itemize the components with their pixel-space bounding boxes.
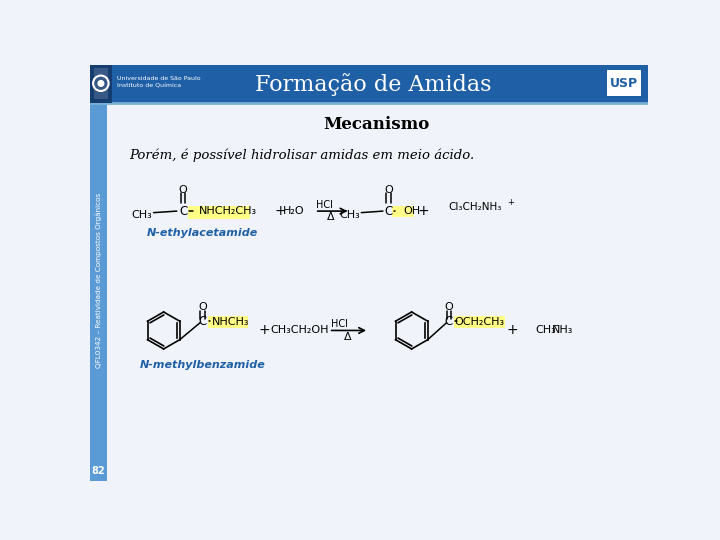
Text: USP: USP xyxy=(610,77,638,90)
Text: C: C xyxy=(198,315,207,328)
Text: 82: 82 xyxy=(91,467,105,476)
Bar xyxy=(208,316,248,328)
Bar xyxy=(94,68,108,99)
Text: QFL0342 – Reatividade de Compostos Orgânicos: QFL0342 – Reatividade de Compostos Orgân… xyxy=(95,193,102,368)
Bar xyxy=(607,70,641,96)
Bar xyxy=(392,206,414,217)
Text: Δ: Δ xyxy=(327,212,335,222)
Text: N-methylbenzamide: N-methylbenzamide xyxy=(140,360,265,370)
Text: OCH₂CH₃: OCH₂CH₃ xyxy=(455,317,505,327)
Text: OH: OH xyxy=(404,206,421,216)
Text: NHCH₂CH₃: NHCH₂CH₃ xyxy=(199,206,257,216)
Text: CH₃: CH₃ xyxy=(339,210,360,220)
Text: N̄H₃: N̄H₃ xyxy=(552,326,573,335)
Text: +: + xyxy=(274,204,286,218)
Bar xyxy=(454,316,505,328)
Text: HCl: HCl xyxy=(331,319,348,329)
Text: O: O xyxy=(179,185,187,194)
Text: Formação de Amidas: Formação de Amidas xyxy=(255,72,491,96)
Text: CH₃: CH₃ xyxy=(536,326,557,335)
Text: +: + xyxy=(418,204,429,218)
Text: Δ: Δ xyxy=(343,332,351,342)
Text: H₂O: H₂O xyxy=(283,206,305,216)
Text: HCl: HCl xyxy=(316,200,333,210)
Text: O: O xyxy=(444,302,453,312)
Bar xyxy=(90,103,107,481)
Text: CH₃: CH₃ xyxy=(131,210,152,220)
Text: O: O xyxy=(198,302,207,312)
Text: +: + xyxy=(507,323,518,338)
Bar xyxy=(90,65,648,103)
Text: O: O xyxy=(384,185,392,194)
Text: +: + xyxy=(258,323,270,338)
Text: CH₃CH₂OH: CH₃CH₂OH xyxy=(270,326,328,335)
Text: NHCH₃: NHCH₃ xyxy=(212,317,250,327)
Text: Cl₃CH₂NH₃: Cl₃CH₂NH₃ xyxy=(449,202,502,212)
Text: ⬤: ⬤ xyxy=(97,80,105,87)
Text: Mecanismo: Mecanismo xyxy=(323,116,430,133)
Bar xyxy=(90,65,112,103)
Text: +: + xyxy=(508,198,514,207)
Text: C: C xyxy=(384,205,392,218)
Text: N-ethylacetamide: N-ethylacetamide xyxy=(147,228,258,238)
Bar xyxy=(188,206,250,219)
Text: Instituto de Química: Instituto de Química xyxy=(117,84,181,89)
Text: Universidade de São Paulo: Universidade de São Paulo xyxy=(117,76,201,81)
Text: Porém, é possível hidrolisar amidas em meio ácido.: Porém, é possível hidrolisar amidas em m… xyxy=(129,148,474,161)
Text: C: C xyxy=(179,205,187,218)
Text: C: C xyxy=(445,315,453,328)
